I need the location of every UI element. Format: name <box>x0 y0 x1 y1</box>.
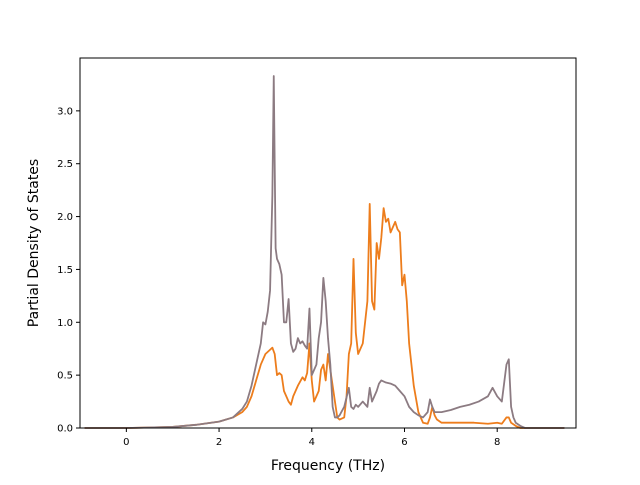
y-tick-label: 0.0 <box>57 424 73 435</box>
x-tick-label: 2 <box>216 437 222 448</box>
x-tick-label: 0 <box>123 437 129 448</box>
series-layer <box>84 75 565 429</box>
series-line-2 <box>84 75 565 429</box>
y-axis-title: Partial Density of States <box>26 159 42 327</box>
y-tick-label: 1.5 <box>57 265 73 276</box>
x-axis: 0 2 4 6 8 <box>123 428 500 448</box>
x-axis-title: Frequency (THz) <box>271 458 385 474</box>
x-tick-label: 8 <box>494 437 500 448</box>
series-line-1 <box>84 202 565 429</box>
y-tick-label: 0.5 <box>57 371 73 382</box>
x-tick-label: 4 <box>309 437 315 448</box>
plot-frame <box>79 57 577 429</box>
y-tick-label: 3.0 <box>57 106 73 117</box>
y-tick-label: 2.5 <box>57 159 73 170</box>
y-tick-label: 1.0 <box>57 318 73 329</box>
y-axis: 0.0 0.5 1.0 1.5 2.0 2.5 3.0 <box>57 106 80 435</box>
y-tick-label: 2.0 <box>57 212 73 223</box>
x-tick-label: 6 <box>401 437 407 448</box>
